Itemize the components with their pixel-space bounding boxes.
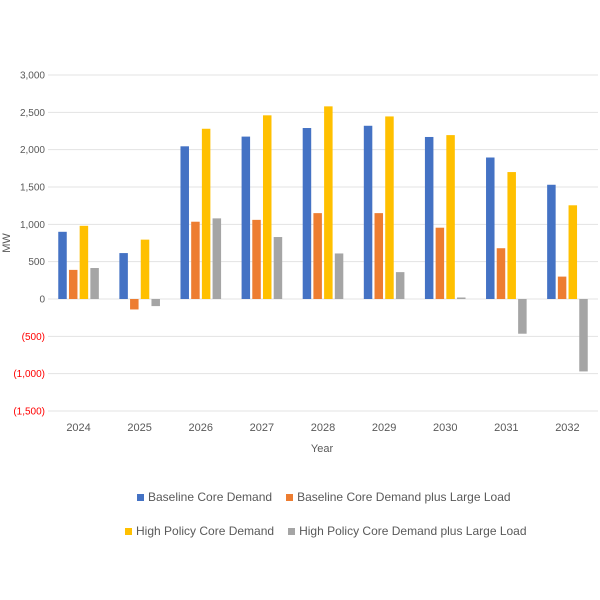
bar-baseline-core-demand-plus-large-load-2027 [252, 219, 261, 299]
y-tick-label: 3,000 [20, 71, 45, 82]
y-tick-label: 500 [28, 257, 45, 268]
x-tick-label: 2026 [189, 422, 213, 434]
legend-swatch-high-policy-large-load [288, 527, 296, 535]
bar-baseline-core-demand-2031 [486, 157, 495, 299]
legend-swatch-baseline [137, 493, 144, 501]
bar-high-policy-core-demand-2030 [446, 135, 455, 299]
legend-label: Baseline Core Demand plus Large Load [297, 490, 511, 504]
bar-baseline-core-demand-plus-large-load-2024 [68, 269, 78, 299]
bar-baseline-core-demand-2025 [119, 253, 128, 299]
bar-high-policy-core-demand-plus-large-load-2029 [395, 272, 405, 299]
bar-baseline-core-demand-plus-large-load-2026 [191, 221, 200, 299]
bar-high-policy-core-demand-2029 [385, 116, 394, 299]
x-axis-ticks: 2024 2025 2026 2027 2028 2029 2030 2031 2032 [66, 422, 579, 434]
legend-item-high-policy: High Policy Core Demand [125, 524, 274, 538]
x-tick-label: 2029 [372, 422, 396, 434]
bar-baseline-core-demand-plus-large-load-2025 [130, 299, 139, 310]
x-tick-label: 2024 [66, 422, 90, 434]
bar-baseline-core-demand-2029 [363, 125, 373, 299]
bar-baseline-core-demand-plus-large-load-2030 [435, 227, 445, 299]
bar-baseline-core-demand-2032 [547, 184, 556, 299]
y-tick-label: 0 [39, 295, 45, 306]
legend-row-2: High Policy Core Demand High Policy Core… [125, 524, 541, 538]
y-tick-label: 1,500 [20, 183, 45, 194]
gridlines [48, 74, 598, 412]
bar-high-policy-core-demand-2025 [140, 239, 150, 299]
y-tick-label: 2,500 [20, 108, 45, 119]
legend-label: Baseline Core Demand [148, 490, 273, 504]
bar-baseline-core-demand-plus-large-load-2031 [496, 248, 506, 299]
x-tick-label: 2028 [311, 422, 335, 434]
bar-high-policy-core-demand-plus-large-load-2026 [212, 218, 222, 299]
bar-high-policy-core-demand-plus-large-load-2024 [90, 268, 99, 299]
legend-item-baseline-large-load: Baseline Core Demand plus Large Load [286, 490, 511, 504]
legend-item-high-policy-large-load: High Policy Core Demand plus Large Load [288, 524, 527, 538]
x-tick-label: 2025 [127, 422, 151, 434]
bar-baseline-core-demand-2030 [424, 136, 434, 299]
x-tick-label: 2032 [555, 422, 579, 434]
bar-baseline-core-demand-plus-large-load-2029 [374, 213, 384, 299]
bars [58, 106, 588, 372]
legend-item-baseline: Baseline Core Demand [137, 490, 272, 504]
y-tick-label: (500) [22, 332, 45, 343]
y-tick-label: 2,000 [20, 145, 45, 156]
bar-baseline-core-demand-2026 [180, 146, 189, 299]
bar-high-policy-core-demand-plus-large-load-2027 [273, 237, 283, 299]
legend-row-1: Baseline Core Demand Baseline Core Deman… [137, 490, 525, 504]
bar-high-policy-core-demand-2026 [201, 128, 211, 299]
bar-high-policy-core-demand-2024 [79, 225, 89, 299]
x-tick-label: 2030 [433, 422, 457, 434]
bar-high-policy-core-demand-plus-large-load-2030 [457, 297, 466, 299]
y-tick-label: (1,500) [13, 407, 45, 418]
x-tick-label: 2031 [494, 422, 518, 434]
legend-swatch-high-policy [125, 527, 132, 535]
legend-label: High Policy Core Demand [136, 524, 275, 538]
bar-high-policy-core-demand-2028 [324, 106, 333, 299]
bar-baseline-core-demand-plus-large-load-2032 [557, 276, 567, 299]
bar-high-policy-core-demand-plus-large-load-2025 [151, 299, 160, 307]
y-axis-title: MW [1, 233, 13, 253]
y-tick-label: 1,000 [20, 220, 45, 231]
bar-baseline-core-demand-2028 [302, 128, 312, 299]
y-axis-ticks: 3,000 2,500 2,000 1,500 1,000 500 0 (500) (1,000… [13, 71, 45, 418]
legend-label: High Policy Core Demand plus Large Load [299, 524, 527, 538]
x-tick-label: 2027 [250, 422, 274, 434]
bar-high-policy-core-demand-plus-large-load-2032 [579, 299, 588, 372]
bar-high-policy-core-demand-2032 [568, 205, 578, 299]
y-tick-label: (1,000) [13, 369, 45, 380]
bar-baseline-core-demand-2024 [58, 231, 67, 299]
x-axis-title: Year [311, 443, 334, 455]
bar-high-policy-core-demand-plus-large-load-2028 [334, 253, 344, 299]
bar-baseline-core-demand-plus-large-load-2028 [313, 213, 322, 299]
bar-high-policy-core-demand-plus-large-load-2031 [518, 299, 527, 334]
bar-high-policy-core-demand-2031 [507, 172, 516, 299]
bar-baseline-core-demand-2027 [241, 136, 251, 299]
legend-swatch-baseline-large-load [286, 493, 294, 501]
bar-high-policy-core-demand-2027 [262, 115, 272, 299]
